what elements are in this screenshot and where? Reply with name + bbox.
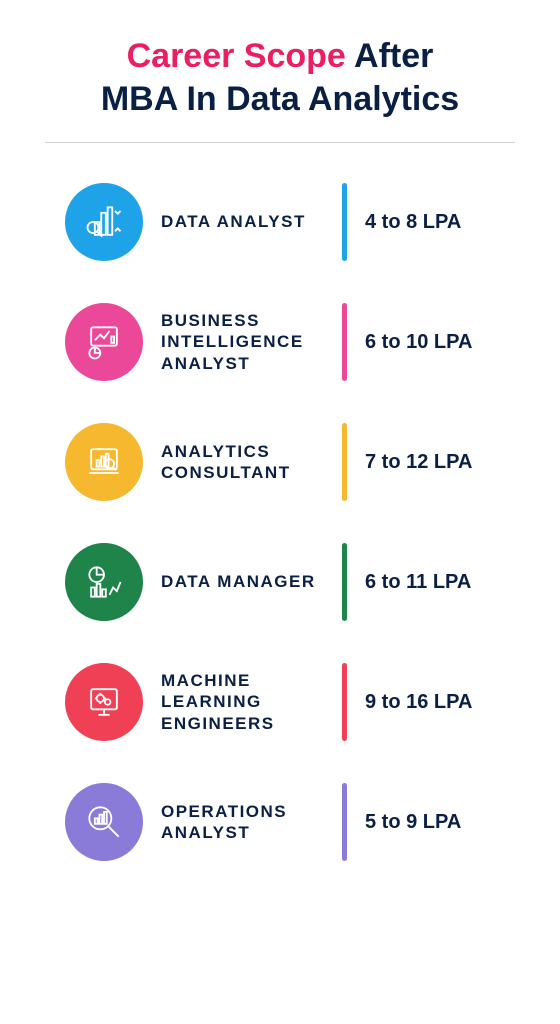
title-divider xyxy=(45,142,515,143)
role-salary: 6 to 11 LPA xyxy=(365,571,495,594)
role-salary: 5 to 9 LPA xyxy=(365,811,495,834)
role-separator xyxy=(342,783,347,861)
role-row: DATA ANALYST 4 to 8 LPA xyxy=(65,183,495,261)
magnify-chart-icon xyxy=(65,783,143,861)
role-label: ANALYTICS CONSULTANT xyxy=(161,441,324,484)
role-salary: 9 to 16 LPA xyxy=(365,691,495,714)
role-row: DATA MANAGER 6 to 11 LPA xyxy=(65,543,495,621)
title-accent: Career Scope xyxy=(127,37,346,75)
role-label: OPERATIONS ANALYST xyxy=(161,801,324,844)
page-title: Career Scope After MBA In Data Analytics xyxy=(45,35,515,120)
role-salary: 6 to 10 LPA xyxy=(365,331,495,354)
role-row: ANALYTICS CONSULTANT 7 to 12 LPA xyxy=(65,423,495,501)
role-separator xyxy=(342,543,347,621)
role-label: DATA MANAGER xyxy=(161,571,324,592)
role-separator xyxy=(342,303,347,381)
role-row: OPERATIONS ANALYST 5 to 9 LPA xyxy=(65,783,495,861)
role-separator xyxy=(342,423,347,501)
role-list: DATA ANALYST 4 to 8 LPA BUSINESS INTELLI… xyxy=(45,183,515,861)
role-label: MACHINE LEARNING ENGINEERS xyxy=(161,670,324,734)
laptop-analytics-icon xyxy=(65,423,143,501)
role-separator xyxy=(342,663,347,741)
role-separator xyxy=(342,183,347,261)
role-label: BUSINESS INTELLIGENCE ANALYST xyxy=(161,310,324,374)
gear-monitor-icon xyxy=(65,663,143,741)
role-label: DATA ANALYST xyxy=(161,211,324,232)
title-main-1: After xyxy=(346,37,434,75)
dashboard-pie-icon xyxy=(65,303,143,381)
pie-bars-icon xyxy=(65,543,143,621)
role-salary: 7 to 12 LPA xyxy=(365,451,495,474)
role-row: MACHINE LEARNING ENGINEERS 9 to 16 LPA xyxy=(65,663,495,741)
bar-chart-search-icon xyxy=(65,183,143,261)
title-main-2: MBA In Data Analytics xyxy=(101,80,459,118)
role-row: BUSINESS INTELLIGENCE ANALYST 6 to 10 LP… xyxy=(65,303,495,381)
role-salary: 4 to 8 LPA xyxy=(365,211,495,234)
